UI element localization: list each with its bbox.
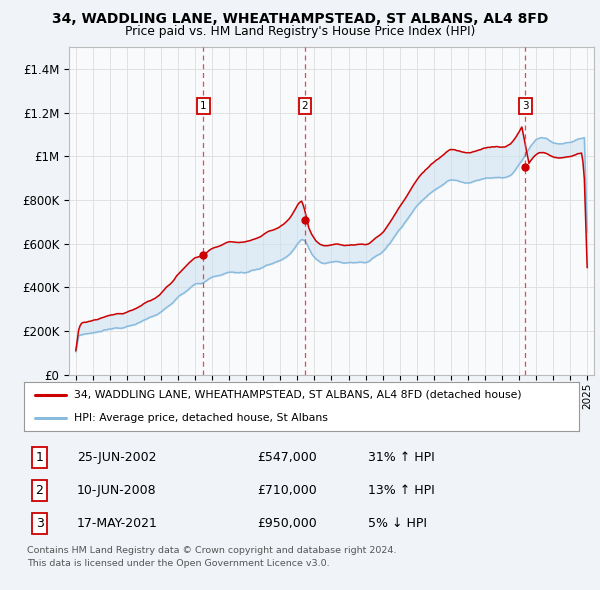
- Text: £710,000: £710,000: [257, 484, 317, 497]
- Text: 1: 1: [200, 101, 207, 111]
- Text: HPI: Average price, detached house, St Albans: HPI: Average price, detached house, St A…: [74, 413, 328, 423]
- Text: 34, WADDLING LANE, WHEATHAMPSTEAD, ST ALBANS, AL4 8FD (detached house): 34, WADDLING LANE, WHEATHAMPSTEAD, ST AL…: [74, 390, 521, 400]
- Text: 5% ↓ HPI: 5% ↓ HPI: [368, 517, 427, 530]
- Text: 3: 3: [522, 101, 529, 111]
- Text: 2: 2: [35, 484, 43, 497]
- Text: Contains HM Land Registry data © Crown copyright and database right 2024.: Contains HM Land Registry data © Crown c…: [27, 546, 397, 555]
- Text: 2: 2: [302, 101, 308, 111]
- Text: £547,000: £547,000: [257, 451, 317, 464]
- Text: 17-MAY-2021: 17-MAY-2021: [77, 517, 158, 530]
- Text: Price paid vs. HM Land Registry's House Price Index (HPI): Price paid vs. HM Land Registry's House …: [125, 25, 475, 38]
- Text: 10-JUN-2008: 10-JUN-2008: [77, 484, 157, 497]
- Text: This data is licensed under the Open Government Licence v3.0.: This data is licensed under the Open Gov…: [27, 559, 329, 568]
- Text: 31% ↑ HPI: 31% ↑ HPI: [368, 451, 435, 464]
- Text: 13% ↑ HPI: 13% ↑ HPI: [368, 484, 435, 497]
- Text: 3: 3: [35, 517, 43, 530]
- Text: 25-JUN-2002: 25-JUN-2002: [77, 451, 156, 464]
- Text: £950,000: £950,000: [257, 517, 317, 530]
- Text: 1: 1: [35, 451, 43, 464]
- Text: 34, WADDLING LANE, WHEATHAMPSTEAD, ST ALBANS, AL4 8FD: 34, WADDLING LANE, WHEATHAMPSTEAD, ST AL…: [52, 12, 548, 26]
